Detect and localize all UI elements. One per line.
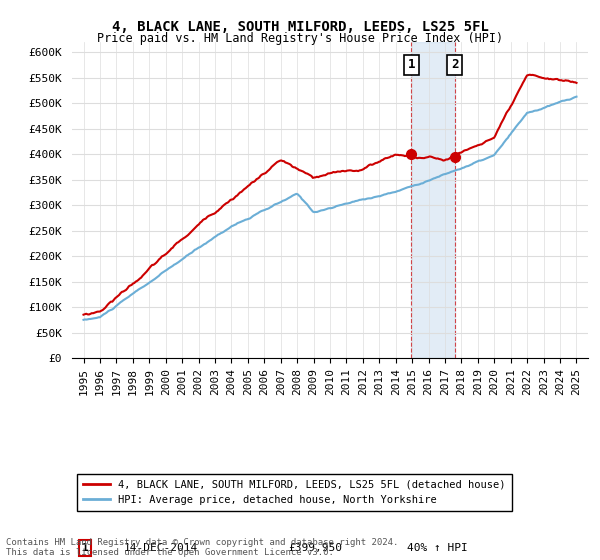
Text: Contains HM Land Registry data © Crown copyright and database right 2024.
This d: Contains HM Land Registry data © Crown c… — [6, 538, 398, 557]
Legend: 4, BLACK LANE, SOUTH MILFORD, LEEDS, LS25 5FL (detached house), HPI: Average pri: 4, BLACK LANE, SOUTH MILFORD, LEEDS, LS2… — [77, 474, 512, 511]
Bar — [412, 42, 455, 358]
Text: Price paid vs. HM Land Registry's House Price Index (HPI): Price paid vs. HM Land Registry's House … — [97, 32, 503, 45]
Text: 2: 2 — [451, 58, 458, 72]
Text: 1: 1 — [407, 58, 415, 72]
Text: 14-DEC-2014: 14-DEC-2014 — [124, 543, 198, 553]
Text: £399,950: £399,950 — [289, 543, 343, 553]
Text: 4, BLACK LANE, SOUTH MILFORD, LEEDS, LS25 5FL: 4, BLACK LANE, SOUTH MILFORD, LEEDS, LS2… — [112, 20, 488, 34]
Text: 1: 1 — [82, 543, 88, 553]
Text: 40% ↑ HPI: 40% ↑ HPI — [407, 543, 468, 553]
